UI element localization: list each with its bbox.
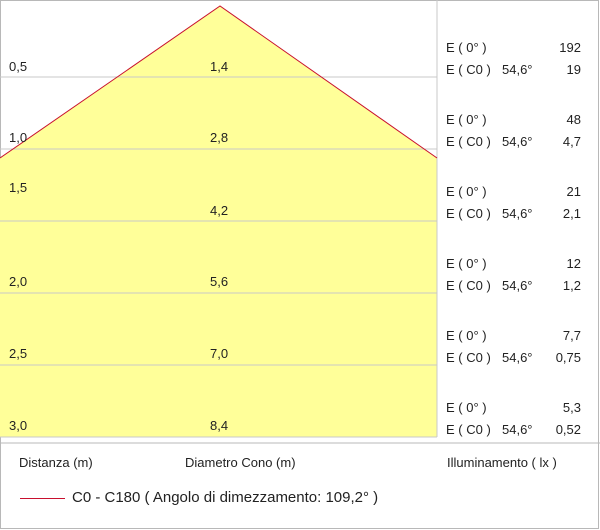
ec0-angle: 54,6° xyxy=(502,350,533,365)
e0-label: E ( 0° ) xyxy=(446,400,487,415)
ec0-value: 0,75 xyxy=(555,350,581,365)
e0-value: 12 xyxy=(566,256,581,271)
e0-label: E ( 0° ) xyxy=(446,40,487,55)
distance-label: 3,0 xyxy=(9,418,28,433)
distance-label: 1,5 xyxy=(9,180,28,195)
ec0-label: E ( C0 ) xyxy=(446,350,491,365)
ec0-value: 19 xyxy=(566,62,581,77)
e0-label: E ( 0° ) xyxy=(446,328,487,343)
distance-label: 2,0 xyxy=(9,274,28,289)
diameter-label: 1,4 xyxy=(210,59,229,74)
cone-edge-c0-c180 xyxy=(0,5,438,159)
diameter-column-label: Diametro Cono (m) xyxy=(185,455,296,470)
ec0-angle: 54,6° xyxy=(502,278,533,293)
e0-label: E ( 0° ) xyxy=(446,184,487,199)
legend-line-swatch xyxy=(20,498,65,499)
ec0-angle: 54,6° xyxy=(502,134,533,149)
ec0-value: 0,52 xyxy=(555,422,581,437)
e0-value: 21 xyxy=(566,184,581,199)
ec0-label: E ( C0 ) xyxy=(446,134,491,149)
diameter-label: 4,2 xyxy=(210,203,229,218)
ec0-label: E ( C0 ) xyxy=(446,62,491,77)
ec0-label: E ( C0 ) xyxy=(446,278,491,293)
e0-value: 192 xyxy=(559,40,581,55)
ec0-value: 1,2 xyxy=(562,278,581,293)
legend-text: C0 - C180 ( Angolo di dimezzamento: 109,… xyxy=(72,489,379,506)
e0-label: E ( 0° ) xyxy=(446,256,487,271)
diameter-label: 8,4 xyxy=(210,418,229,433)
ec0-angle: 54,6° xyxy=(502,422,533,437)
e0-value: 7,7 xyxy=(562,328,581,343)
diameter-label: 2,8 xyxy=(210,130,229,145)
distance-label: 1,0 xyxy=(9,130,28,145)
e0-label: E ( 0° ) xyxy=(446,112,487,127)
ec0-value: 4,7 xyxy=(562,134,581,149)
ec0-angle: 54,6° xyxy=(502,206,533,221)
ec0-label: E ( C0 ) xyxy=(446,206,491,221)
diameter-label: 5,6 xyxy=(210,274,229,289)
diameter-label: 7,0 xyxy=(210,346,229,361)
distance-label: 2,5 xyxy=(9,346,28,361)
illuminance-column-label: Illuminamento ( lx ) xyxy=(447,455,557,470)
e0-value: 48 xyxy=(566,112,581,127)
distance-column-label: Distanza (m) xyxy=(19,455,93,470)
e0-value: 5,3 xyxy=(562,400,581,415)
ec0-value: 2,1 xyxy=(562,206,581,221)
distance-label: 0,5 xyxy=(9,59,28,74)
ec0-angle: 54,6° xyxy=(502,62,533,77)
grid-lines xyxy=(0,76,437,438)
ec0-label: E ( C0 ) xyxy=(446,422,491,437)
